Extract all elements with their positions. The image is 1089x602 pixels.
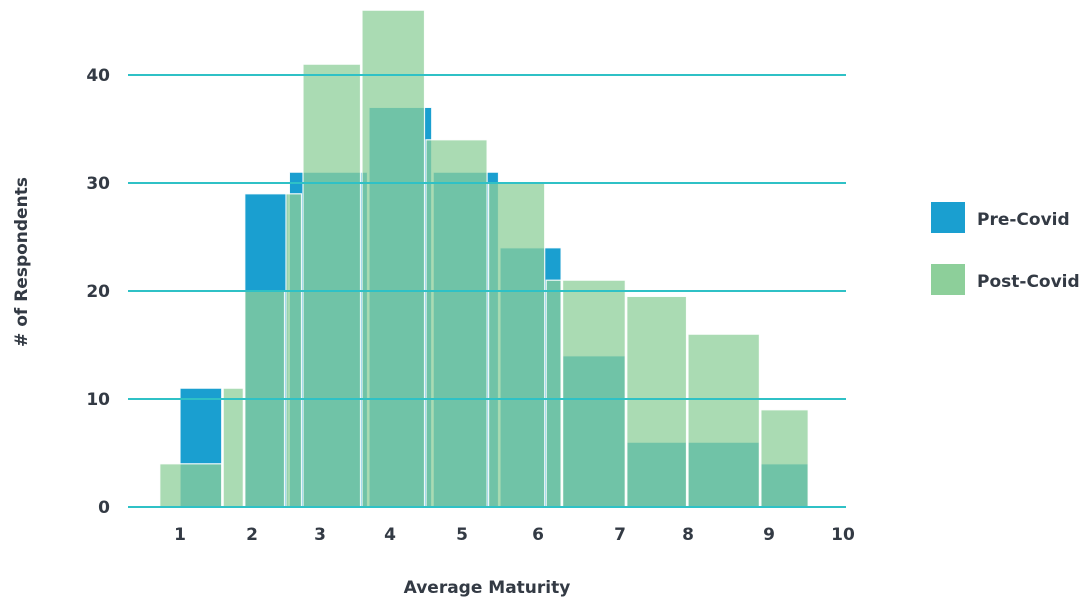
x-tick-4: 4	[384, 525, 396, 545]
y-tick-10: 10	[86, 390, 110, 410]
legend-label-post-covid: Post-Covid	[977, 272, 1080, 292]
x-tick-9: 9	[763, 525, 775, 545]
y-tick-40: 40	[86, 66, 110, 86]
post-covid-bar-9	[561, 279, 626, 508]
post-covid-bar-3	[285, 193, 303, 508]
x-tick-labels: 1 2 3 4 5 6 7 8 9 10	[174, 525, 855, 545]
post-covid-bar-4	[302, 63, 362, 508]
y-axis-title: # of Respondents	[12, 177, 32, 347]
post-covid-bar-5	[361, 9, 426, 508]
post-covid-bar-6	[425, 139, 488, 508]
x-tick-5: 5	[456, 525, 468, 545]
post-covid-bar-10	[626, 295, 688, 508]
legend-swatch-post-covid	[931, 264, 965, 295]
y-tick-labels: 0 10 20 30 40	[86, 66, 110, 518]
post-covid-bar-0	[159, 463, 223, 508]
x-tick-7: 7	[614, 525, 626, 545]
x-tick-1: 1	[174, 525, 186, 545]
x-tick-3: 3	[314, 525, 326, 545]
post-covid-bars	[159, 9, 809, 508]
x-tick-8: 8	[682, 525, 694, 545]
x-tick-10: 10	[831, 525, 855, 545]
y-tick-0: 0	[98, 498, 110, 518]
post-covid-bar-7	[488, 182, 546, 508]
y-tick-30: 30	[86, 174, 110, 194]
x-tick-2: 2	[246, 525, 258, 545]
x-axis-title: Average Maturity	[404, 578, 571, 598]
post-covid-bar-11	[687, 333, 761, 508]
post-covid-bar-12	[760, 409, 809, 508]
post-covid-bar-8	[545, 279, 562, 508]
post-covid-bar-1	[222, 387, 244, 508]
gridlines	[128, 74, 846, 508]
legend-swatch-pre-covid	[931, 202, 965, 233]
x-tick-6: 6	[532, 525, 544, 545]
legend: Pre-Covid Post-Covid	[931, 202, 1080, 295]
legend-label-pre-covid: Pre-Covid	[977, 210, 1070, 230]
y-tick-20: 20	[86, 282, 110, 302]
